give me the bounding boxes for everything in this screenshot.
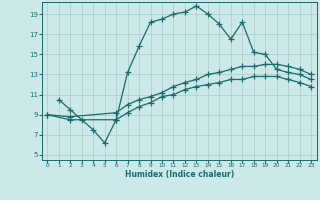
X-axis label: Humidex (Indice chaleur): Humidex (Indice chaleur) xyxy=(124,170,234,179)
